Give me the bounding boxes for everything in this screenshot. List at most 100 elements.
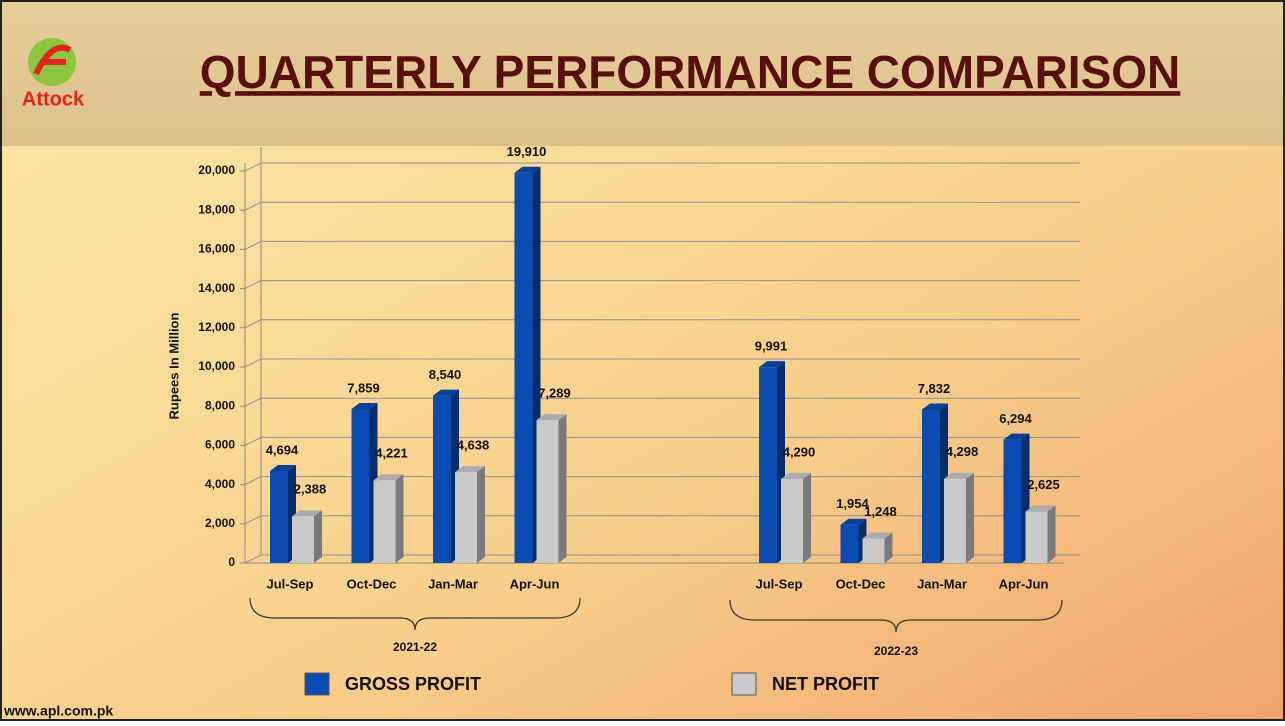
- value-label: 4,290: [783, 444, 816, 459]
- header-band: [0, 0, 1285, 146]
- legend-swatch: [731, 672, 757, 696]
- bar-top: [944, 472, 974, 479]
- value-label: 2,388: [294, 482, 327, 497]
- grid-line: [244, 162, 1080, 172]
- y-tick-label: 16,000: [198, 242, 235, 256]
- bar-top: [270, 464, 296, 471]
- y-tick-label: 20,000: [198, 163, 235, 177]
- bar: [536, 420, 559, 563]
- bar-side: [314, 510, 322, 563]
- y-tick-label: 18,000: [198, 202, 235, 216]
- bar-side: [966, 472, 974, 563]
- value-label: 2,625: [1027, 477, 1060, 492]
- y-tick-label: 6,000: [205, 438, 235, 452]
- value-label: 4,638: [457, 438, 490, 453]
- value-label: 4,694: [266, 442, 299, 457]
- bar: [433, 395, 451, 563]
- bar-top: [922, 403, 948, 410]
- grid-line: [244, 240, 1080, 250]
- x-tick-label: Jan-Mar: [917, 576, 967, 591]
- bar-top: [292, 510, 322, 517]
- bar: [373, 480, 396, 563]
- bar: [922, 409, 940, 563]
- bar: [514, 172, 533, 564]
- y-tick-label: 2,000: [205, 516, 235, 530]
- bar-top: [1003, 433, 1030, 440]
- bar-top: [373, 474, 404, 481]
- bar-top: [351, 402, 378, 409]
- footer-url: www.apl.com.pk: [3, 703, 113, 719]
- value-label: 1,248: [864, 504, 897, 519]
- bar: [840, 524, 859, 563]
- value-label: 7,832: [918, 381, 951, 396]
- chart-title: QUARTERLY PERFORMANCE COMPARISON: [200, 46, 1181, 98]
- bar: [862, 538, 885, 563]
- legend-swatch: [304, 672, 330, 696]
- bar-side: [884, 532, 893, 563]
- group-brace: [249, 597, 581, 631]
- logo-text: Attock: [22, 88, 85, 110]
- grid-line: [244, 397, 1080, 407]
- value-label: 8,540: [429, 367, 462, 382]
- grid-line: [244, 201, 1080, 211]
- y-tick-label: 10,000: [198, 359, 235, 373]
- y-tick-label: 4,000: [205, 477, 235, 491]
- y-tick-label: 14,000: [198, 281, 235, 295]
- group-label: 2022-23: [874, 644, 918, 658]
- bar-top: [862, 532, 893, 539]
- grid-line: [244, 358, 1080, 368]
- bar-top: [455, 466, 485, 473]
- bar-side: [395, 474, 404, 563]
- grid-line: [244, 319, 1080, 329]
- x-tick-label: Jan-Mar: [428, 576, 478, 591]
- value-label: 6,294: [999, 411, 1032, 426]
- bar-top: [536, 414, 567, 421]
- legend-label: NET PROFIT: [772, 674, 879, 694]
- group-label: 2021-22: [393, 640, 437, 654]
- y-tick-label: 0: [228, 555, 235, 569]
- bar-top: [840, 518, 867, 525]
- bar: [270, 470, 288, 563]
- value-label: 4,298: [946, 444, 979, 459]
- x-tick-label: Apr-Jun: [510, 576, 560, 591]
- bar: [759, 367, 777, 563]
- grid-line: [244, 280, 1080, 290]
- bar: [1003, 439, 1022, 563]
- bar: [1025, 511, 1048, 563]
- bar: [455, 472, 477, 563]
- bar: [944, 478, 966, 563]
- x-tick-label: Jul-Sep: [756, 576, 803, 591]
- bar-top: [759, 361, 785, 368]
- legend-label: GROSS PROFIT: [345, 674, 481, 694]
- y-tick-label: 12,000: [198, 320, 235, 334]
- x-tick-label: Apr-Jun: [999, 576, 1049, 591]
- value-label: 19,910: [507, 144, 547, 159]
- value-label: 7,289: [538, 386, 571, 401]
- group-brace: [729, 599, 1063, 633]
- bar-top: [781, 472, 811, 479]
- logo-glyph: [33, 44, 72, 76]
- value-label: 9,991: [755, 339, 788, 354]
- bar-top: [1025, 505, 1056, 512]
- x-tick-label: Jul-Sep: [267, 576, 314, 591]
- x-tick-label: Oct-Dec: [836, 576, 886, 591]
- value-label: 7,859: [347, 380, 380, 395]
- x-tick-label: Oct-Dec: [347, 576, 397, 591]
- bar-side: [1047, 505, 1056, 563]
- y-axis-label: Rupees In Million: [166, 312, 181, 419]
- bar-side: [477, 466, 485, 563]
- grid-line: [244, 436, 1080, 446]
- y-tick-label: 8,000: [205, 398, 235, 412]
- bar: [781, 478, 803, 563]
- bar-side: [803, 472, 811, 563]
- value-label: 4,221: [375, 446, 408, 461]
- bar-top: [514, 166, 541, 173]
- bar: [292, 516, 314, 563]
- bar: [351, 408, 370, 563]
- bar-top: [433, 389, 459, 396]
- bar-side: [558, 414, 567, 563]
- value-label: 1,954: [836, 496, 869, 511]
